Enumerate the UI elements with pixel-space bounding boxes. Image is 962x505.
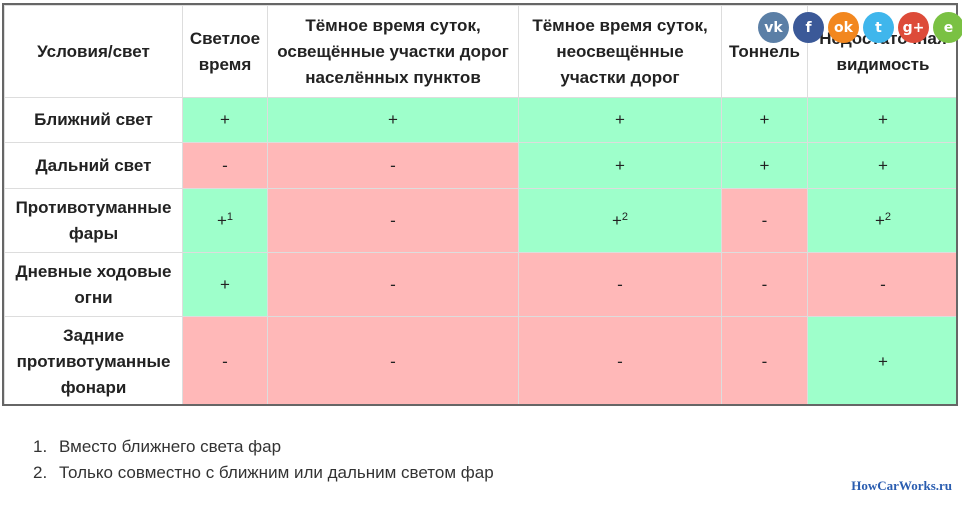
header-dark-unlit: Тёмное время суток, неосвещённые участки… [518, 5, 722, 98]
cell-forbidden: - [518, 316, 722, 404]
cell-mark: + [878, 110, 888, 129]
cell-allowed: + [267, 97, 519, 143]
facebook-icon[interactable]: f [793, 12, 824, 43]
table-row: Задние противотуманные фонари - - - - + [4, 316, 956, 404]
cell-forbidden: - [721, 316, 808, 404]
cell-forbidden: - [182, 316, 268, 404]
lighting-table: Условия/свет Светлое время Тёмное время … [4, 5, 956, 404]
site-watermark[interactable]: HowCarWorks.ru [851, 478, 952, 493]
social-share-bar: vk f ok t g+ e [758, 12, 962, 43]
cell-forbidden: - [267, 252, 519, 317]
row-label: Дальний свет [4, 142, 183, 189]
google-plus-icon[interactable]: g+ [898, 12, 929, 43]
cell-allowed: + [182, 252, 268, 317]
cell-mark: + [759, 155, 770, 175]
footnotes: 1. Вместо ближнего света фар 2. Только сов… [33, 434, 494, 486]
cell-mark: + [216, 210, 227, 230]
cell-allowed: +1 [182, 188, 268, 253]
cell-mark: - [390, 210, 396, 230]
cell-mark: - [761, 210, 768, 230]
cell-mark: + [220, 274, 230, 294]
cell-allowed: + [518, 142, 722, 189]
header-conditions: Условия/свет [4, 5, 183, 98]
cell-forbidden: - [267, 188, 519, 253]
cell-allowed: + [518, 97, 722, 143]
cell-mark: + [878, 155, 888, 175]
header-daytime: Светлое время [182, 5, 268, 98]
cell-forbidden: - [182, 142, 268, 189]
cell-allowed: +2 [518, 188, 722, 253]
cell-mark: - [761, 351, 768, 371]
evernote-icon[interactable]: e [933, 12, 962, 43]
cell-mark: + [611, 210, 622, 230]
cell-mark: + [615, 155, 625, 175]
cell-mark: - [390, 274, 396, 294]
row-label: Ближний свет [4, 97, 183, 143]
row-label: Дневные ходовые огни [4, 252, 183, 317]
odnoklassniki-icon[interactable]: ok [828, 12, 859, 43]
cell-forbidden: - [267, 316, 519, 404]
cell-mark: + [615, 110, 625, 129]
header-row: Условия/свет Светлое время Тёмное время … [4, 5, 956, 98]
cell-allowed: + [721, 142, 808, 189]
table-row: Противотуманные фары +1- +2- +2 [4, 188, 956, 253]
cell-mark: + [759, 110, 770, 129]
table-row: Дневные ходовые огни + - - - - [4, 252, 956, 317]
cell-allowed: + [807, 316, 956, 404]
row-label: Задние противотуманные фонари [4, 316, 183, 404]
cell-mark: + [388, 110, 398, 129]
cell-mark: - [761, 274, 768, 294]
row-label: Противотуманные фары [4, 188, 183, 253]
cell-allowed: + [721, 97, 808, 143]
cell-mark: - [390, 351, 396, 371]
cell-forbidden: - [807, 252, 956, 317]
cell-mark: - [222, 351, 228, 371]
footnote-ref: 2 [621, 210, 629, 223]
footnote-ref: 2 [884, 210, 892, 223]
cell-allowed: + [182, 97, 268, 143]
footnote-1: 1. Вместо ближнего света фар [33, 437, 282, 456]
cell-allowed: + [807, 142, 956, 189]
cell-mark: - [222, 155, 228, 175]
cell-forbidden: - [518, 252, 722, 317]
cell-mark: - [880, 274, 886, 294]
cell-mark: - [617, 351, 623, 371]
cell-mark: - [617, 274, 623, 294]
cell-mark: - [390, 155, 396, 175]
cell-mark: + [878, 351, 888, 371]
footnote-ref: 1 [226, 210, 234, 223]
twitter-icon[interactable]: t [863, 12, 894, 43]
cell-forbidden: - [721, 252, 808, 317]
header-dark-lit: Тёмное время суток, освещённые участки д… [267, 5, 519, 98]
cell-forbidden: - [267, 142, 519, 189]
cell-mark: + [220, 110, 230, 129]
table-row: Дальний свет - - + + + [4, 142, 956, 189]
footnote-2: 2. Только совместно с ближним или дальним… [33, 463, 494, 482]
cell-mark: + [874, 210, 885, 230]
vk-icon[interactable]: vk [758, 12, 789, 43]
cell-allowed: +2 [807, 188, 956, 253]
cell-forbidden: - [721, 188, 808, 253]
lighting-table-frame: Условия/свет Светлое время Тёмное время … [2, 3, 958, 406]
table-row: Ближний свет + + + + + [4, 97, 956, 143]
cell-allowed: + [807, 97, 956, 143]
